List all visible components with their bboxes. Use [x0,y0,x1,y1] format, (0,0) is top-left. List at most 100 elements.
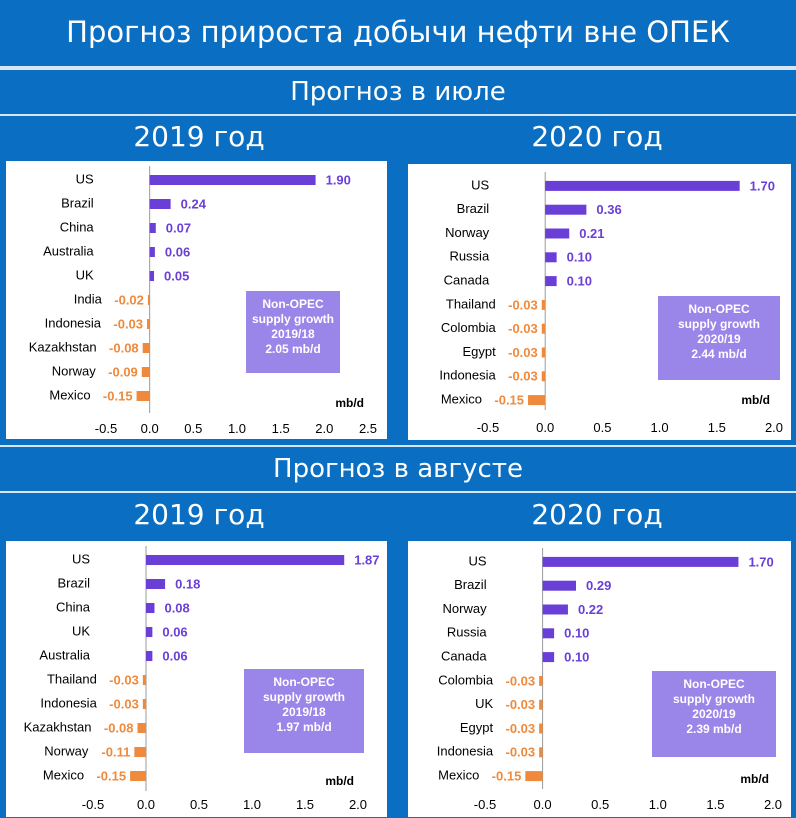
bar-indonesia [142,699,146,709]
summary-line: 1.97 mb/d [276,720,331,734]
section-title-july: Прогноз в июле [0,68,796,116]
value-label: -0.09 [108,364,138,379]
bar-thailand [142,675,146,685]
category-label: Mexico [49,387,90,402]
value-label: 1.87 [354,552,379,567]
bar-mexico [528,395,546,406]
summary-line: 2020/19 [692,707,736,721]
category-label: Australia [39,647,90,662]
bar-brazil [149,199,171,209]
summary-box [246,291,340,373]
bar-thailand [541,299,546,310]
value-label: 0.29 [586,578,611,593]
summary-box [652,671,776,757]
category-label: UK [76,267,94,282]
value-label: -0.03 [506,745,536,760]
category-label: Mexico [43,767,84,782]
value-label: 0.18 [175,576,200,591]
value-label: -0.03 [508,321,538,336]
bar-russia [542,628,555,639]
bar-egypt [541,347,546,358]
x-tick-label: -0.5 [82,797,104,812]
x-tick-label: 2.0 [315,421,333,436]
value-label: 0.21 [579,226,604,241]
value-label: 0.10 [567,250,592,265]
bar-australia [149,247,155,257]
bar-australia [146,651,153,661]
x-tick-label: 1.5 [706,797,724,812]
bar-indonesia [541,371,546,382]
category-label: Brazil [454,577,487,592]
chart-panel-august-2020: US 1.70 Brazil 0.29 Norway 0.22 Russia 0.10 Cana… [408,541,791,817]
category-label: UK [475,696,493,711]
bar-uk [146,627,153,637]
bar-colombia [541,323,546,334]
summary-line: 2.05 mb/d [265,342,320,356]
x-tick-label: 0.0 [534,797,552,812]
value-label: -0.03 [508,345,538,360]
bar-norway [141,367,150,377]
bar-brazil [542,580,577,591]
panel-title-july-2020: 2020 год [531,120,663,153]
category-label: US [76,171,94,186]
bar-uk [149,271,155,281]
bar-chart-august-2020: US 1.70 Brazil 0.29 Norway 0.22 Russia 0.10 Cana… [437,548,782,812]
value-label: -0.03 [508,369,538,384]
x-tick-label: 1.5 [296,797,314,812]
value-label: -0.03 [506,721,536,736]
bar-us [545,180,740,191]
x-tick-label: 1.0 [228,421,246,436]
x-tick-label: 0.5 [184,421,202,436]
value-label: -0.11 [101,744,130,759]
value-label: 0.10 [564,626,589,641]
x-tick-label: 0.0 [137,797,155,812]
value-label: 0.10 [564,650,589,665]
x-tick-label: 2.0 [349,797,367,812]
bar-chart-july-2020: US 1.70 Brazil 0.36 Norway 0.21 Russia 0.10 Cana… [439,172,783,435]
x-tick-label: 1.5 [272,421,290,436]
category-label: Brazil [57,575,90,590]
category-label: Indonesia [45,315,102,330]
category-label: Brazil [457,201,490,216]
panel-title-august-2019: 2019 год [133,498,265,531]
summary-line: Non-OPEC [273,675,335,689]
value-label: -0.08 [109,340,139,355]
category-label: Mexico [441,392,482,407]
value-label: 0.08 [164,600,189,615]
category-label: Brazil [61,195,94,210]
value-label: -0.15 [96,768,126,783]
summary-line: supply growth [252,312,334,326]
category-label: India [74,291,103,306]
summary-line: supply growth [673,692,755,706]
bar-kazakhstan [142,343,150,353]
value-label: 0.07 [166,220,191,235]
bar-indonesia [539,747,543,758]
value-label: -0.03 [508,297,538,312]
x-tick-label: 1.5 [708,420,726,435]
category-label: Indonesia [40,695,97,710]
category-label: Egypt [460,720,494,735]
bar-china [149,223,156,233]
value-label: -0.03 [506,673,536,688]
value-label: 0.06 [162,624,187,639]
unit-label: mb/d [740,772,769,786]
value-label: -0.08 [104,720,134,735]
value-label: 1.70 [748,554,773,569]
bar-mexico [130,771,146,781]
x-tick-label: -0.5 [95,421,117,436]
unit-label: mb/d [335,396,364,410]
value-label: -0.03 [113,316,143,331]
category-label: China [60,219,95,234]
bar-colombia [539,675,543,686]
bar-mexico [525,771,543,782]
category-label: Australia [43,243,94,258]
category-label: Thailand [47,671,97,686]
summary-line: Non-OPEC [262,297,324,311]
bar-india [147,295,150,305]
x-tick-label: 1.0 [651,420,669,435]
category-label: US [469,553,487,568]
bar-brazil [146,579,166,589]
x-tick-label: 1.0 [243,797,261,812]
summary-box [244,669,364,753]
bar-chart-july-2019: US 1.90 Brazil 0.24 China 0.07 Australia 0.06 UK… [29,166,377,436]
